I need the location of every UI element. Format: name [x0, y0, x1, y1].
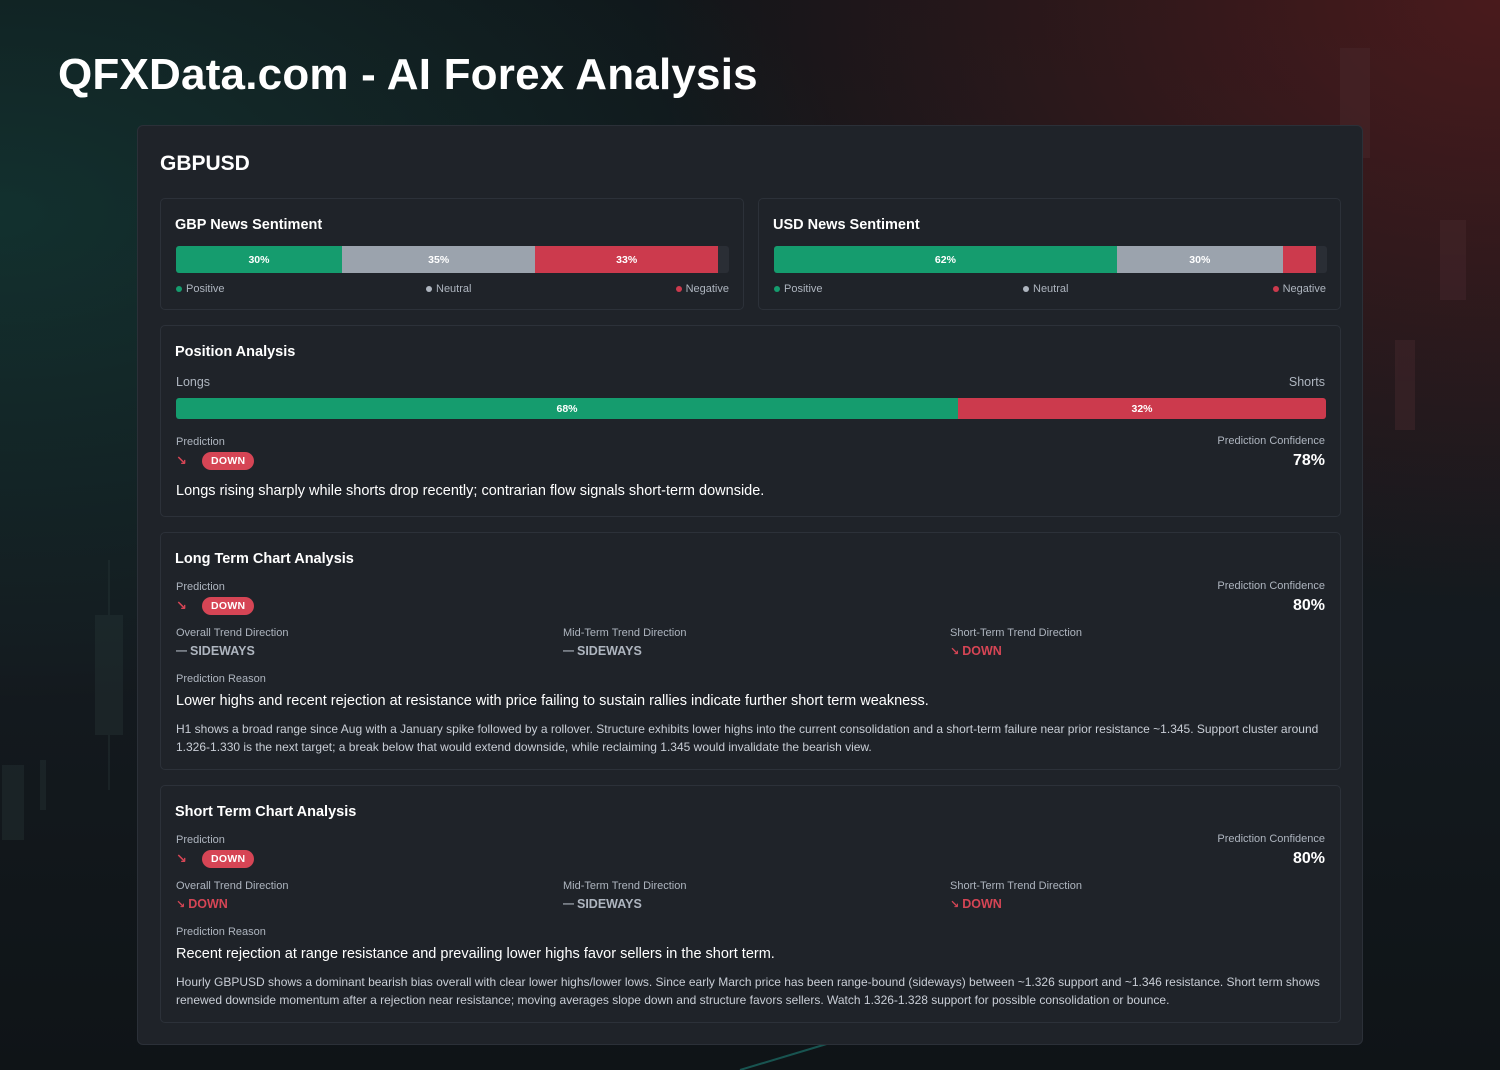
confidence-label: Prediction Confidence: [1217, 833, 1325, 845]
gbp-neutral-segment: 35%: [341, 246, 536, 273]
confidence-label: Prediction Confidence: [1217, 580, 1325, 592]
usd-neutral-segment: 30%: [1116, 246, 1283, 273]
prediction-badge: DOWN: [202, 597, 255, 615]
short-trend-value: ↘ DOWN: [950, 644, 1082, 658]
site-title: QFXData.com - AI Forex Analysis: [58, 50, 758, 99]
usd-legend-neutral: Neutral: [1023, 283, 1068, 295]
shorts-segment: 32%: [958, 398, 1326, 419]
overall-trend-value: ↘ DOWN: [176, 897, 289, 911]
mid-trend: Mid-Term Trend Direction — SIDEWAYS: [563, 880, 686, 911]
trend-text: SIDEWAYS: [577, 644, 642, 658]
gbp-legend-neutral: Neutral: [426, 283, 471, 295]
confidence-value: 80%: [1292, 597, 1325, 614]
prediction-reason-label: Prediction Reason: [176, 926, 266, 938]
short-term-analysis-panel: Short Term Chart Analysis Prediction ↘ D…: [160, 785, 1341, 1023]
position-bar: 68% 32%: [176, 398, 1326, 419]
trend-sideways-icon: —: [176, 645, 187, 657]
prediction-badge: DOWN: [202, 850, 255, 868]
legend-label: Neutral: [436, 283, 472, 295]
trend-text: DOWN: [962, 897, 1002, 911]
trend-text: SIDEWAYS: [577, 897, 642, 911]
prediction-row: ↘ DOWN: [176, 452, 255, 470]
gbp-legend-positive: Positive: [176, 283, 225, 295]
prediction-badge: DOWN: [202, 452, 255, 470]
negative-dot-icon: [1272, 286, 1279, 292]
gbp-positive-segment: 30%: [176, 246, 342, 273]
mid-trend-value: — SIDEWAYS: [563, 644, 686, 658]
overall-trend-label: Overall Trend Direction: [176, 880, 289, 892]
mid-trend: Mid-Term Trend Direction — SIDEWAYS: [563, 627, 686, 658]
trend-sideways-icon: —: [563, 645, 574, 657]
positive-dot-icon: [774, 286, 780, 292]
usd-sentiment-title: USD News Sentiment: [773, 217, 920, 233]
confidence-value: 80%: [1292, 850, 1325, 867]
mid-trend-label: Mid-Term Trend Direction: [563, 880, 687, 892]
legend-label: Positive: [186, 283, 225, 295]
confidence-label: Prediction Confidence: [1217, 435, 1325, 447]
long-term-title: Long Term Chart Analysis: [175, 551, 354, 567]
trend-down-icon: ↘: [176, 453, 187, 468]
longs-label: Longs: [176, 375, 211, 389]
trend-text: SIDEWAYS: [190, 644, 255, 658]
trend-text: DOWN: [962, 644, 1002, 658]
neutral-dot-icon: [426, 286, 432, 292]
legend-label: Negative: [1282, 283, 1326, 295]
legend-label: Neutral: [1033, 283, 1069, 295]
short-trend: Short-Term Trend Direction ↘ DOWN: [950, 627, 1082, 658]
short-trend: Short-Term Trend Direction ↘ DOWN: [950, 880, 1082, 911]
pair-title: GBPUSD: [160, 152, 250, 175]
usd-negative-segment: [1282, 246, 1316, 273]
usd-legend-negative: Negative: [1272, 283, 1326, 295]
short-trend-label: Short-Term Trend Direction: [950, 627, 1083, 639]
longs-segment: 68%: [176, 398, 958, 419]
overall-trend: Overall Trend Direction ↘ DOWN: [176, 880, 289, 911]
gbp-sentiment-bar: 30% 35% 33%: [176, 246, 729, 273]
overall-trend: Overall Trend Direction — SIDEWAYS: [176, 627, 289, 658]
short-trend-value: ↘ DOWN: [950, 897, 1082, 911]
usd-legend-positive: Positive: [774, 283, 823, 295]
positive-dot-icon: [176, 286, 182, 292]
prediction-reason: Lower highs and recent rejection at resi…: [176, 693, 929, 709]
prediction-row: ↘ DOWN: [176, 850, 255, 868]
prediction-label: Prediction: [176, 834, 225, 846]
position-analysis-panel: Position Analysis Longs Shorts 68% 32% P…: [160, 325, 1341, 517]
overall-trend-label: Overall Trend Direction: [176, 627, 289, 639]
trend-sideways-icon: —: [563, 898, 574, 910]
mid-trend-label: Mid-Term Trend Direction: [563, 627, 687, 639]
legend-label: Negative: [685, 283, 729, 295]
short-term-title: Short Term Chart Analysis: [175, 804, 357, 820]
long-term-analysis-panel: Long Term Chart Analysis Prediction ↘ DO…: [160, 532, 1341, 770]
trend-down-icon: ↘: [176, 598, 187, 613]
negative-dot-icon: [675, 286, 682, 292]
prediction-row: ↘ DOWN: [176, 597, 255, 615]
trend-down-icon: ↘: [950, 645, 960, 658]
trend-down-icon: ↘: [176, 898, 186, 911]
analysis-detail: H1 shows a broad range since Aug with a …: [176, 722, 1319, 754]
prediction-reason-label: Prediction Reason: [176, 673, 266, 685]
short-trend-label: Short-Term Trend Direction: [950, 880, 1083, 892]
confidence-value: 78%: [1292, 452, 1325, 469]
position-reason: Longs rising sharply while shorts drop r…: [176, 483, 765, 499]
usd-sentiment-panel: USD News Sentiment 62% 30% Positive Neut…: [758, 198, 1341, 310]
prediction-reason: Recent rejection at range resistance and…: [176, 946, 775, 962]
usd-positive-segment: 62%: [774, 246, 1117, 273]
trend-down-icon: ↘: [176, 851, 187, 866]
legend-label: Positive: [784, 283, 823, 295]
prediction-label: Prediction: [176, 436, 225, 448]
prediction-label: Prediction: [176, 581, 225, 593]
gbp-sentiment-panel: GBP News Sentiment 30% 35% 33% Positive …: [160, 198, 744, 310]
gbp-sentiment-title: GBP News Sentiment: [175, 217, 323, 233]
mid-trend-value: — SIDEWAYS: [563, 897, 686, 911]
gbp-legend-negative: Negative: [675, 283, 729, 295]
trend-text: DOWN: [188, 897, 228, 911]
shorts-label: Shorts: [1288, 375, 1325, 389]
neutral-dot-icon: [1023, 286, 1029, 292]
usd-sentiment-bar: 62% 30%: [774, 246, 1327, 273]
pair-analysis-card: GBPUSD GBP News Sentiment 30% 35% 33% Po…: [137, 125, 1363, 1045]
trend-down-icon: ↘: [950, 898, 960, 911]
gbp-negative-segment: 33%: [535, 246, 718, 273]
position-analysis-title: Position Analysis: [175, 344, 296, 360]
analysis-detail: Hourly GBPUSD shows a dominant bearish b…: [176, 975, 1320, 1007]
overall-trend-value: — SIDEWAYS: [176, 644, 289, 658]
